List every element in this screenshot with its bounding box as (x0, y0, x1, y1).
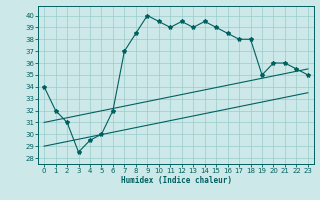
X-axis label: Humidex (Indice chaleur): Humidex (Indice chaleur) (121, 176, 231, 185)
